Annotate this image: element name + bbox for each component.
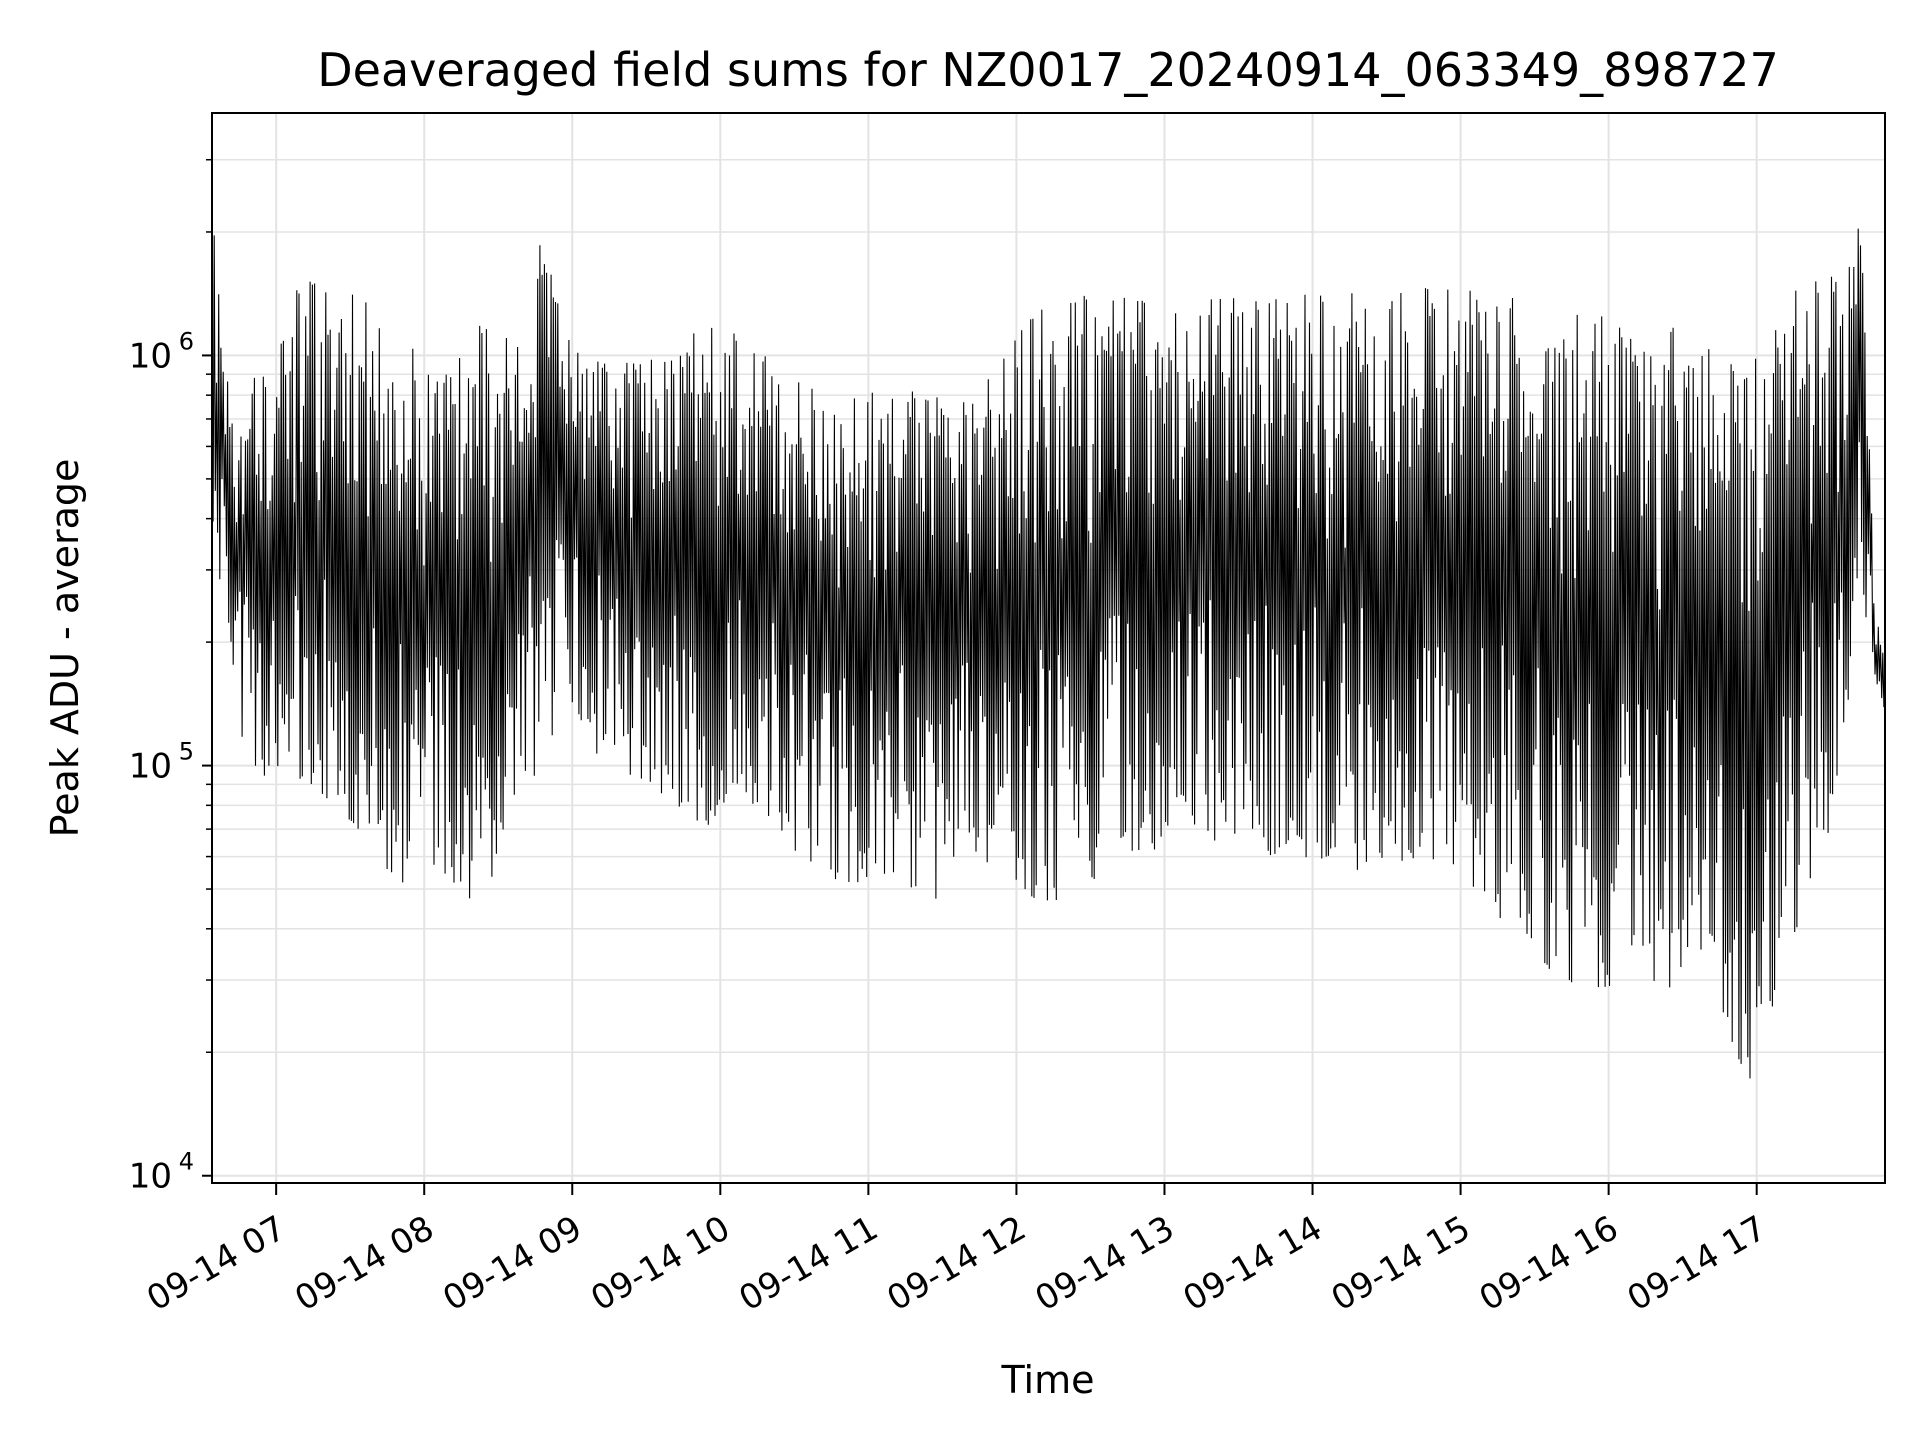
series-line (211, 228, 1886, 1079)
y-axis-label: Peak ADU - average (43, 459, 87, 838)
y-tick-label: 10 (129, 336, 172, 376)
y-tick-label: 10 (129, 1157, 172, 1197)
series-polyline (211, 228, 1886, 1079)
x-axis-label: Time (1001, 1358, 1095, 1402)
plot-frame (211, 112, 1886, 1184)
y-tick-exponent: 5 (179, 738, 194, 766)
y-tick-exponent: 4 (179, 1148, 194, 1176)
y-tick-exponent: 6 (179, 327, 194, 355)
y-tick-label: 10 (129, 747, 172, 787)
y-tick-base: 10 (129, 1157, 172, 1197)
chart-title: Deaveraged field sums for NZ0017_2024091… (317, 43, 1778, 97)
y-tick-base: 10 (129, 336, 172, 376)
y-tick-base: 10 (129, 747, 172, 787)
